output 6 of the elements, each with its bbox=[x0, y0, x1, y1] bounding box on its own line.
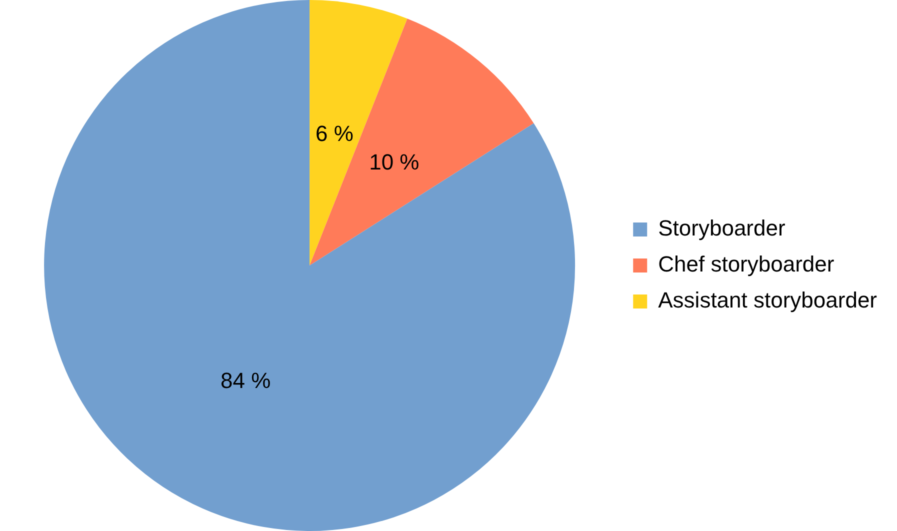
legend-label: Assistant storyboarder bbox=[658, 288, 878, 313]
data-label: 6 % bbox=[315, 121, 354, 146]
legend-label: Chef storyboarder bbox=[658, 252, 834, 277]
data-label: 10 % bbox=[369, 149, 420, 174]
legend-label: Storyboarder bbox=[658, 216, 786, 241]
data-label: 84 % bbox=[220, 368, 271, 393]
